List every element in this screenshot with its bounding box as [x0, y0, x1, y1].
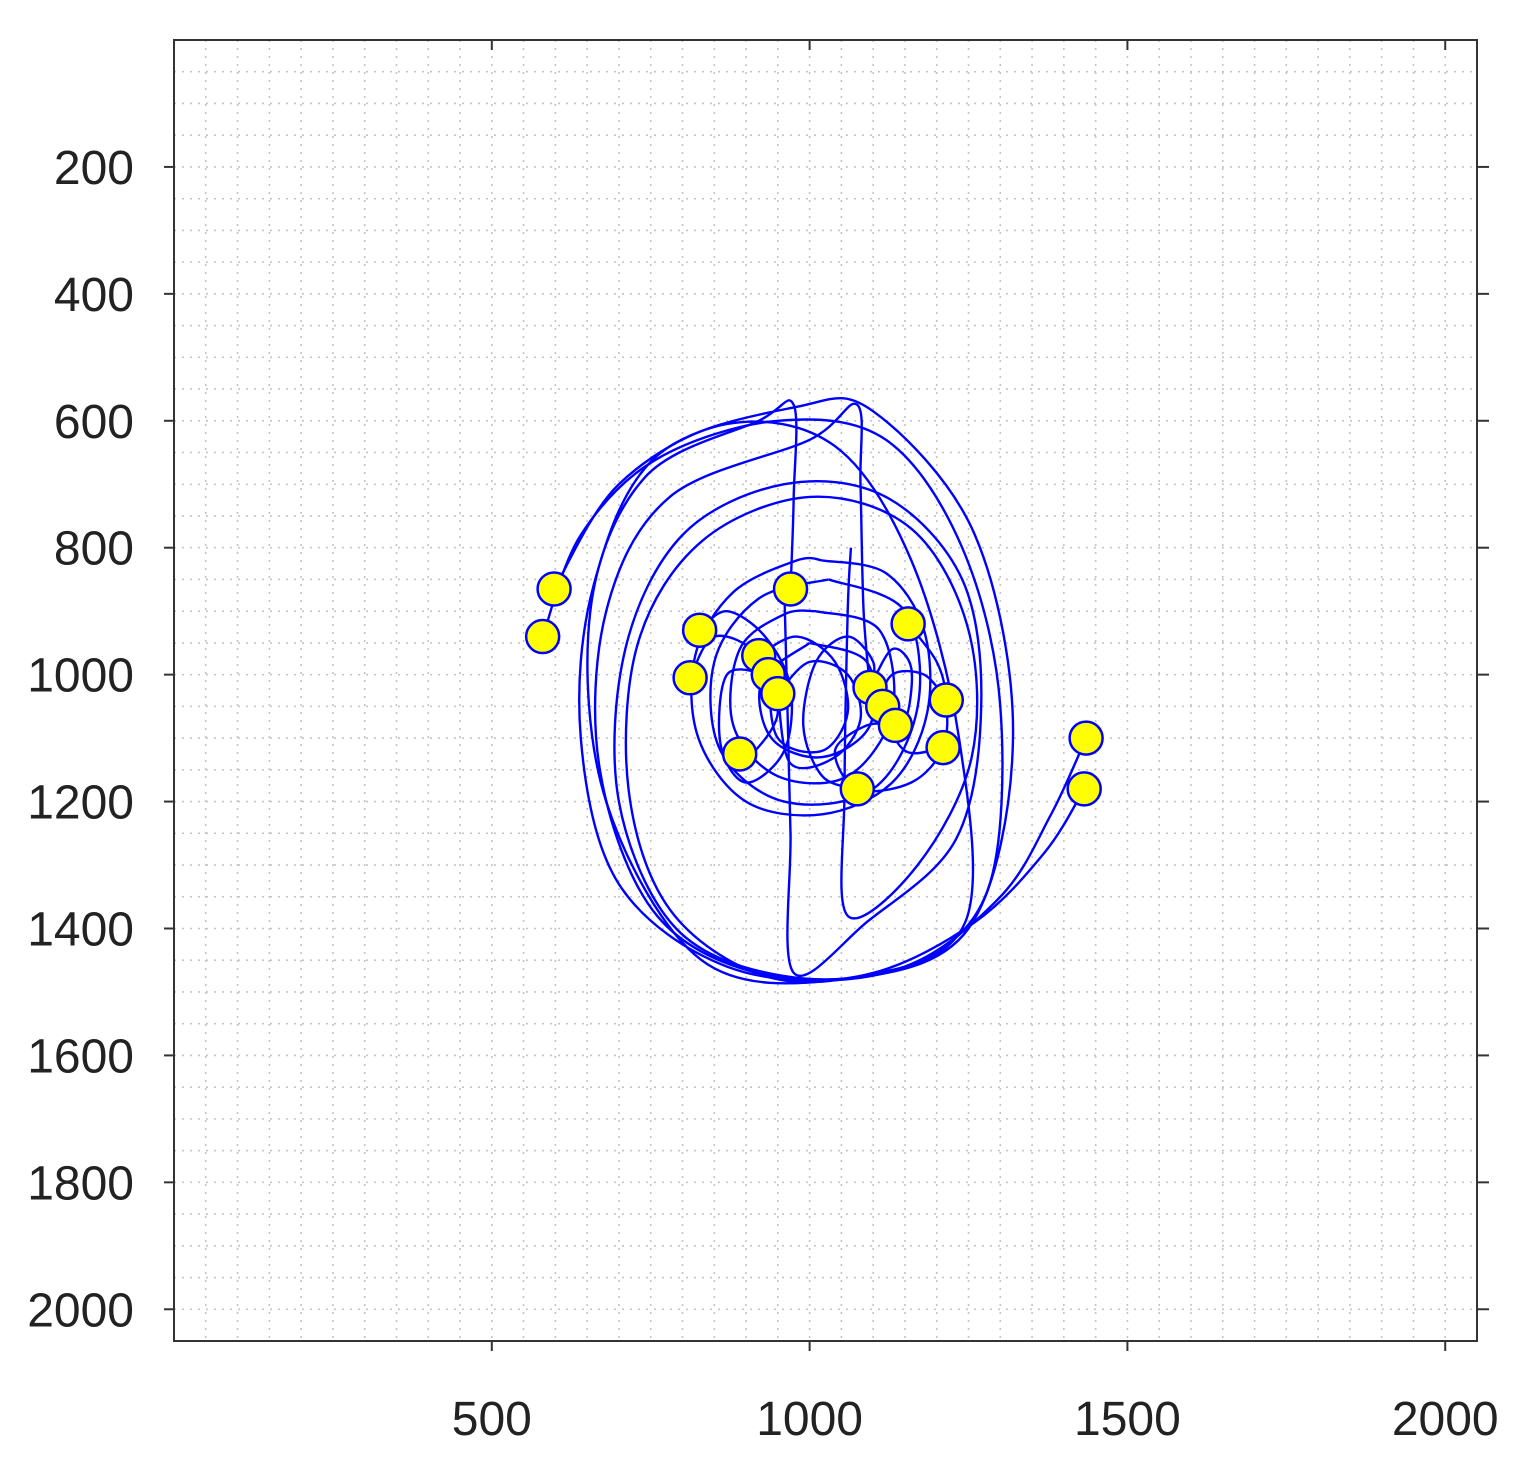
x-tick-label: 1000: [756, 1393, 863, 1446]
particle-point: [772, 571, 809, 607]
trajectories: [541, 397, 1088, 985]
trajectory-line: [802, 635, 876, 791]
particle-point: [877, 707, 914, 744]
trajectory-line: [758, 635, 850, 754]
trajectory-line: [541, 402, 1004, 982]
tick-marks: [164, 40, 1489, 1351]
y-tick-label: 2000: [27, 1284, 134, 1337]
particle-point: [681, 612, 718, 648]
trajectory-line: [729, 609, 896, 785]
trajectory-line: [553, 397, 1015, 985]
particle-point: [721, 736, 758, 772]
y-tick-label: 1800: [27, 1157, 134, 1210]
particle-point: [925, 729, 961, 766]
trajectory-line: [624, 495, 1086, 984]
particle-point: [672, 660, 708, 696]
particle-point: [1066, 771, 1102, 807]
particle-point: [839, 771, 876, 807]
y-tick-label: 800: [54, 523, 134, 576]
trajectory-line: [613, 480, 1088, 981]
grid: [174, 40, 1477, 1341]
particle-point: [928, 682, 965, 718]
y-tick-label: 600: [54, 396, 134, 449]
x-tick-label: 2000: [1392, 1393, 1499, 1446]
y-tick-label: 1200: [27, 777, 134, 830]
trajectory-line: [776, 659, 863, 770]
particle-point: [536, 571, 572, 607]
y-tick-label: 1600: [27, 1030, 134, 1083]
particles: [524, 571, 1104, 807]
particle-point: [524, 618, 561, 655]
y-tick-label: 1000: [27, 650, 134, 703]
y-tick-labels: 200 400 600 800 1000 1200 1400 1600 1800 2000: [27, 142, 134, 1337]
y-tick-label: 400: [54, 269, 134, 322]
particle-point: [890, 606, 926, 642]
particle-point: [1068, 720, 1104, 756]
x-tick-labels: 500 1000 1500 2000: [452, 1393, 1499, 1446]
x-tick-label: 1500: [1074, 1393, 1181, 1446]
plot-frame: [173, 39, 1478, 1342]
y-tick-label: 1400: [27, 903, 134, 956]
particle-point: [760, 675, 796, 712]
y-tick-label: 200: [54, 142, 134, 195]
x-tick-label: 500: [452, 1393, 532, 1446]
